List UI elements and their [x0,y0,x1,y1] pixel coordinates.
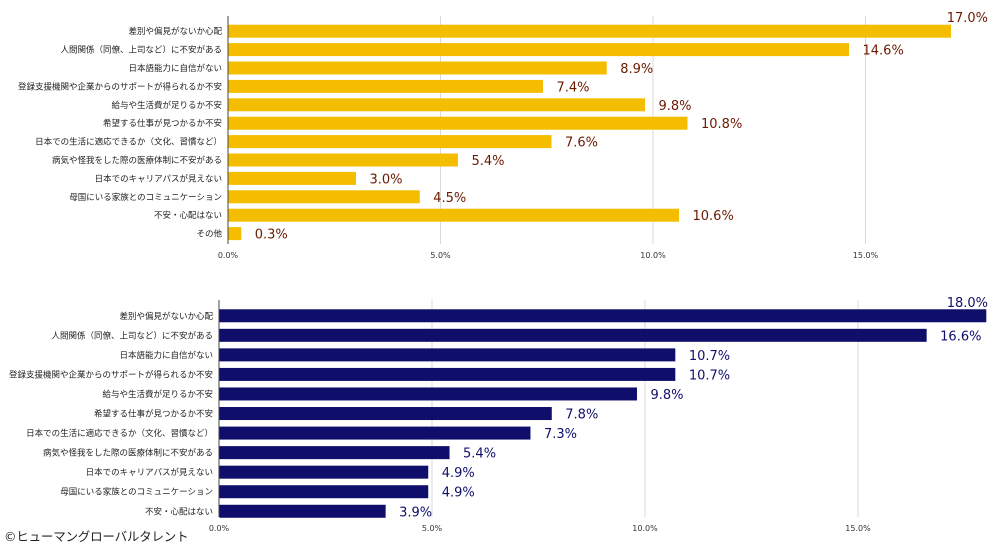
value-label: 7.8% [565,408,598,423]
category-label: 日本での生活に適応できるか（文化、習慣など） [26,428,213,439]
category-label: その他 [196,229,222,240]
value-label: 10.6% [693,209,734,224]
bar [228,153,458,167]
value-label: 4.9% [442,486,475,501]
category-label: 給与や生活費が足りるか不安 [111,100,222,111]
bar [219,348,676,362]
category-label: 母国にいる家族とのコミュニケーション [60,487,213,498]
chart-top-bar-chart: 0.0% 5.0% 10.0% 15.0% 差別や偏見がないか心配 17.0% 人間関係（同… [18,11,988,260]
bar [219,309,987,323]
category-label: 差別や偏見がないか心配 [119,311,213,322]
value-label: 0.3% [255,228,288,243]
x-tick-label: 0.0% [218,251,239,260]
bar [228,43,849,57]
value-label: 14.6% [863,44,904,59]
value-label: 5.4% [472,154,505,169]
value-label: 3.9% [399,505,432,520]
value-label: 4.9% [442,466,475,481]
bar [228,79,543,93]
bar [228,227,242,241]
value-label: 9.8% [659,99,692,114]
value-label: 10.8% [701,117,742,132]
bar [228,98,645,112]
bar [219,446,450,460]
category-label: 母国にいる家族とのコミュニケーション [69,192,222,203]
category-label: 差別や偏見がないか心配 [128,26,222,37]
category-label: 日本語能力に自信がない [128,63,222,74]
category-label: 不安・心配はない [145,506,213,517]
category-label: 病気や怪我をした際の医療体制に不安がある [52,155,222,166]
x-tick-label: 10.0% [632,524,658,533]
bar [219,328,927,342]
bar [219,485,429,499]
bar [219,387,637,401]
bar [219,465,429,479]
bar [228,24,951,38]
category-label: 登録支援機関や企業からのサポートが得られるか不安 [18,81,222,92]
x-tick-label: 5.0% [422,524,443,533]
value-label: 7.6% [565,136,598,151]
category-label: 不安・心配はない [154,210,222,221]
x-tick-label: 15.0% [845,524,871,533]
value-label: 10.7% [689,349,730,364]
category-label: 日本での生活に適応できるか（文化、習慣など） [35,137,222,148]
category-label: 日本でのキャリアパスが見えない [95,173,222,184]
value-label: 9.8% [650,388,683,403]
x-tick-label: 15.0% [853,251,879,260]
bar [219,367,676,381]
value-label: 8.9% [620,62,653,77]
bar [228,61,607,75]
value-label: 10.7% [689,368,730,383]
value-label: 18.0% [947,296,988,311]
category-label: 人間関係（同僚、上司など）に不安がある [51,330,213,341]
value-label: 5.4% [463,447,496,462]
value-label: 16.6% [940,329,981,344]
value-label: 7.4% [557,80,590,95]
value-label: 17.0% [947,11,988,26]
value-label: 3.0% [370,172,403,187]
category-label: 病気や怪我をした際の医療体制に不安がある [43,448,213,459]
category-label: 希望する仕事が見つかるか不安 [103,118,222,129]
category-label: 日本でのキャリアパスが見えない [86,467,213,478]
value-label: 4.5% [433,191,466,206]
category-label: 登録支援機関や企業からのサポートが得られるか不安 [9,369,213,380]
chart-bottom-bar-chart: 0.0% 5.0% 10.0% 15.0% 差別や偏見がないか心配 18.0% 人間関係（同… [9,296,988,533]
bar [219,426,531,440]
bar [228,190,420,204]
credit-text: ©ヒューマングローバルタレント [4,529,189,544]
value-label: 7.3% [544,427,577,442]
bar [228,171,356,185]
bar [228,116,688,130]
category-label: 希望する仕事が見つかるか不安 [94,409,213,420]
x-tick-label: 5.0% [430,251,451,260]
bar [219,407,552,421]
category-label: 人間関係（同僚、上司など）に不安がある [60,45,222,56]
bar [228,135,552,149]
category-label: 給与や生活費が足りるか不安 [102,389,213,400]
x-tick-label: 10.0% [640,251,666,260]
x-tick-label: 0.0% [209,524,230,533]
category-label: 日本語能力に自信がない [119,350,213,361]
bar [219,504,386,518]
bar [228,208,679,222]
